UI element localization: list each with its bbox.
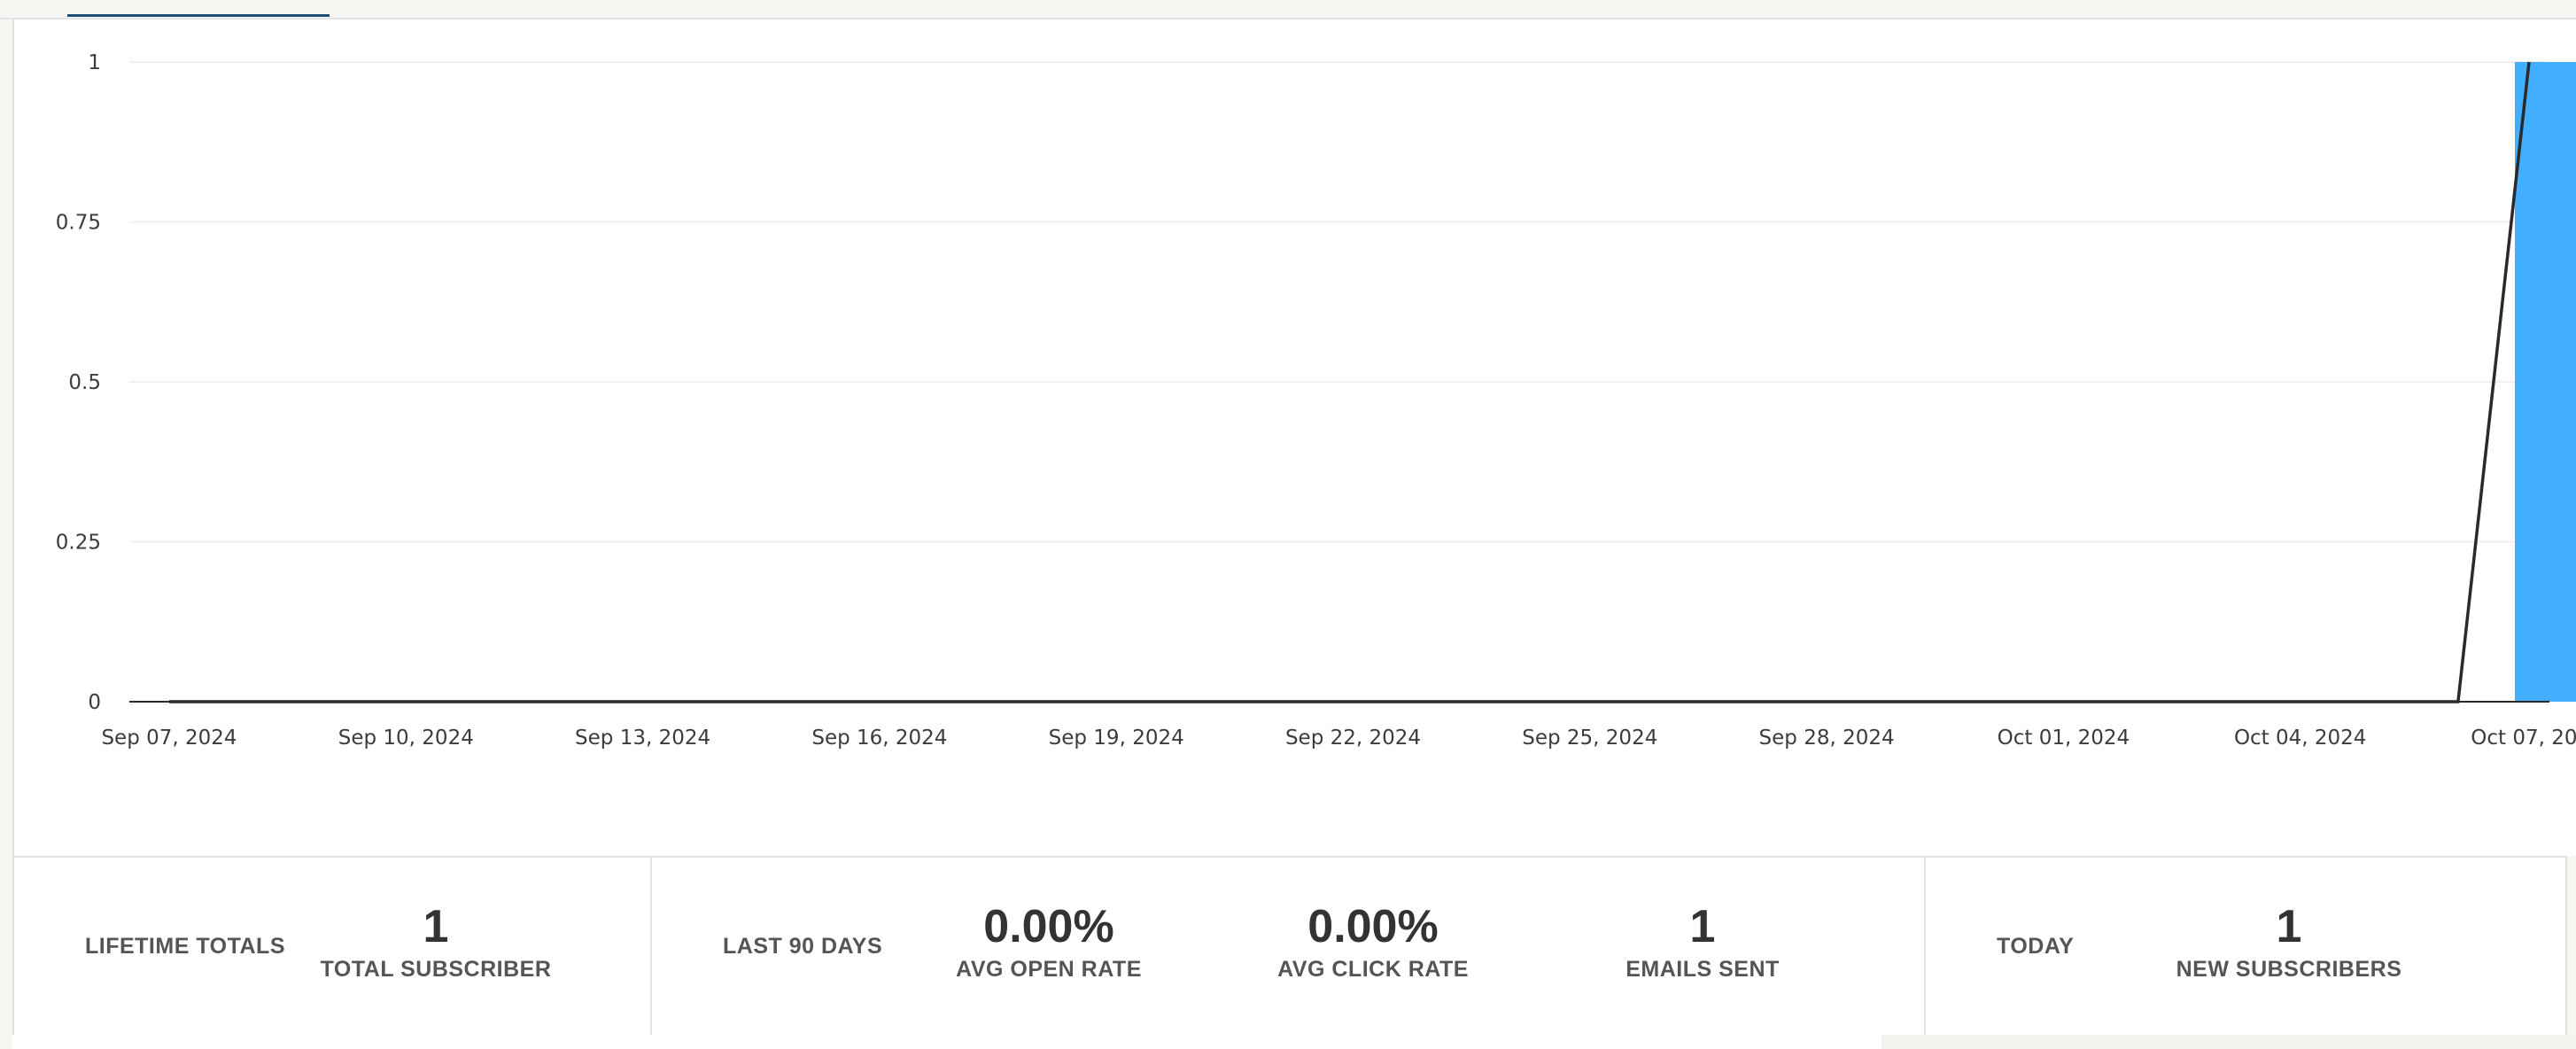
total-subscriber-value: 1 xyxy=(423,901,449,952)
subscriber-chart-panel: 0 0.25 0.5 0.75 1 Sep 07, 2024 Sep 10, 2024 Sep… xyxy=(12,19,2576,856)
subscriber-bar xyxy=(2515,62,2576,702)
x-tick-label: Sep 13, 2024 xyxy=(575,727,710,750)
last-90-days-label: LAST 90 DAYS xyxy=(723,934,883,959)
y-tick-label: 0.75 xyxy=(56,212,101,235)
avg-click-rate-label: AVG CLICK RATE xyxy=(1277,957,1469,982)
total-subscriber-label: TOTAL SUBSCRIBER xyxy=(320,957,552,982)
x-tick-label: Sep 25, 2024 xyxy=(1522,727,1657,750)
emails-sent-value: 1 xyxy=(1689,901,1716,952)
avg-click-rate-value: 0.00% xyxy=(1307,901,1439,952)
y-tick-label: 0.5 xyxy=(68,371,101,394)
emails-sent-stat: 1 EMAILS SENT xyxy=(1626,902,1780,983)
new-subscribers-stat: 1 NEW SUBSCRIBERS xyxy=(2176,902,2402,983)
x-tick-label: Sep 16, 2024 xyxy=(811,727,947,750)
today-label: TODAY xyxy=(1997,934,2075,959)
y-tick-label: 0.25 xyxy=(56,532,101,555)
lifetime-totals-label: LIFETIME TOTALS xyxy=(85,934,286,959)
lifetime-totals-section: LIFETIME TOTALS 1 TOTAL SUBSCRIBER xyxy=(14,858,652,1035)
emails-sent-label: EMAILS SENT xyxy=(1626,957,1780,982)
x-tick-label: Sep 19, 2024 xyxy=(1049,727,1184,750)
total-subscriber-stat: 1 TOTAL SUBSCRIBER xyxy=(321,902,552,983)
active-tab-indicator[interactable] xyxy=(67,14,330,17)
stats-bar: LIFETIME TOTALS 1 TOTAL SUBSCRIBER LAST … xyxy=(12,856,2567,1037)
tab-strip xyxy=(0,0,2576,19)
avg-open-rate-label: AVG OPEN RATE xyxy=(956,957,1142,982)
y-tick-label: 0 xyxy=(88,691,101,714)
subscriber-line xyxy=(169,61,2531,703)
new-subscribers-label: NEW SUBSCRIBERS xyxy=(2176,957,2402,982)
y-tick-label: 1 xyxy=(88,51,101,74)
x-tick-label: Oct 07, 2024 xyxy=(2471,727,2576,750)
content-footer-edge xyxy=(12,1035,1882,1049)
x-tick-label: Sep 07, 2024 xyxy=(101,727,237,750)
x-tick-label: Oct 01, 2024 xyxy=(1998,727,2130,750)
avg-click-rate-stat: 0.00% AVG CLICK RATE xyxy=(1277,902,1469,983)
last-90-days-section: LAST 90 DAYS 0.00% AVG OPEN RATE 0.00% A… xyxy=(652,858,1926,1035)
x-tick-label: Sep 10, 2024 xyxy=(338,727,474,750)
today-section: TODAY 1 NEW SUBSCRIBERS xyxy=(1926,858,2565,1035)
x-tick-label: Oct 04, 2024 xyxy=(2234,727,2367,750)
avg-open-rate-value: 0.00% xyxy=(983,901,1114,952)
avg-open-rate-stat: 0.00% AVG OPEN RATE xyxy=(956,902,1142,983)
new-subscribers-value: 1 xyxy=(2276,901,2302,952)
subscriber-chart: 0 0.25 0.5 0.75 1 Sep 07, 2024 Sep 10, 2024 Sep… xyxy=(56,51,2576,750)
x-tick-label: Sep 22, 2024 xyxy=(1285,727,1421,750)
page-footer-edge xyxy=(1882,1035,2576,1049)
x-tick-label: Sep 28, 2024 xyxy=(1759,727,1895,750)
